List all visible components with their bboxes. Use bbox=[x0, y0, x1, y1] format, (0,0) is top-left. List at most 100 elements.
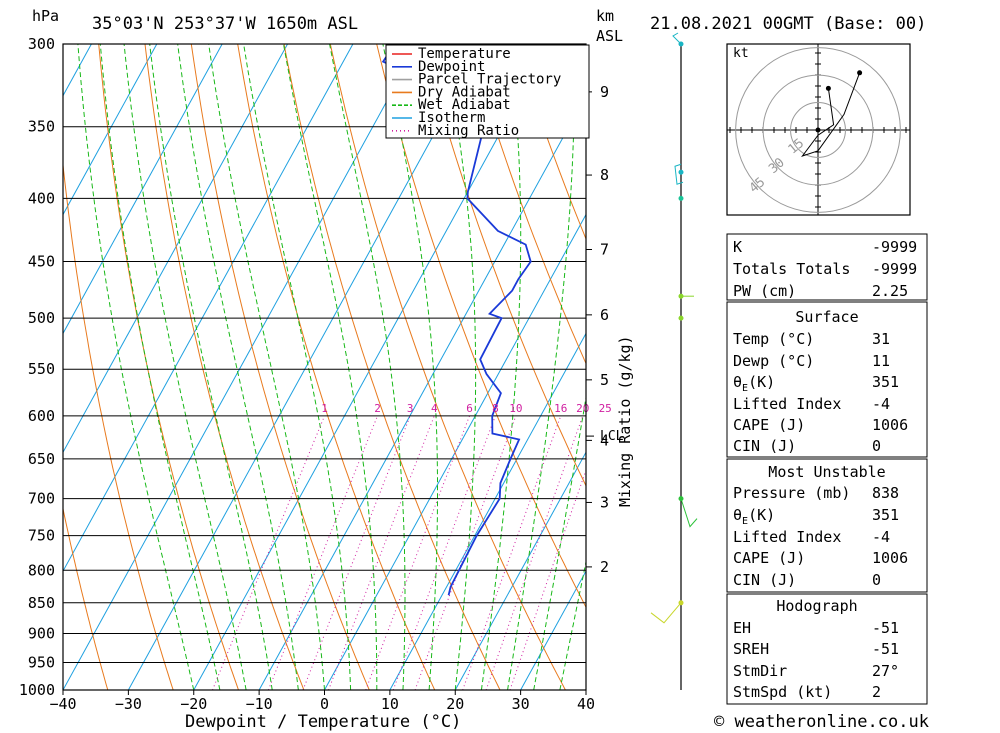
surface-title: Surface bbox=[795, 308, 858, 326]
pw-label: PW (cm) bbox=[733, 282, 796, 300]
isotherm-lines bbox=[0, 44, 586, 690]
dry-adiabat-line bbox=[283, 44, 501, 690]
legend-label: Parcel Trajectory bbox=[418, 72, 561, 88]
copyright: © weatheronline.co.uk bbox=[714, 712, 929, 732]
wet-adiabat-line bbox=[243, 44, 352, 690]
isotherm-line bbox=[63, 44, 223, 335]
pressure-tick-label: 600 bbox=[28, 407, 55, 425]
wind-barb bbox=[672, 32, 682, 45]
wind-dot bbox=[678, 496, 684, 502]
wet-adiabat-line bbox=[329, 44, 406, 690]
dry-adiabat-line bbox=[63, 160, 174, 690]
mu-theta-value: 351 bbox=[872, 506, 899, 524]
surface-temp-value: 31 bbox=[872, 330, 890, 348]
mixing-ratio-label: 10 bbox=[509, 402, 522, 415]
wet-adiabat-line bbox=[480, 44, 522, 690]
pressure-tick-label: 900 bbox=[28, 625, 55, 643]
surface-table: Surface Temp (°C) 31 Dewp (°C) 11 θE(K) … bbox=[726, 301, 928, 458]
height-tick-label: 4 bbox=[600, 431, 609, 449]
mu-cin-value: 0 bbox=[872, 571, 881, 589]
x-tick-label: 10 bbox=[381, 695, 399, 713]
surface-theta-label: θE(K) bbox=[733, 373, 775, 394]
wind-dot bbox=[678, 315, 684, 321]
height-tick-label: 6 bbox=[600, 306, 609, 324]
pw-value: 2.25 bbox=[872, 282, 908, 300]
isotherm-line bbox=[258, 94, 586, 690]
legend-label: Wet Adiabat bbox=[418, 97, 511, 113]
pressure-tick-label: 850 bbox=[28, 594, 55, 612]
hodograph-unit: kt bbox=[733, 46, 749, 61]
indices-box bbox=[726, 233, 928, 301]
isotherm-line bbox=[324, 213, 586, 690]
isotherm-line bbox=[193, 44, 550, 690]
mixing-ratio-label: 4 bbox=[431, 402, 438, 415]
pressure-unit-label: hPa bbox=[32, 7, 59, 25]
isotherm-line bbox=[389, 332, 586, 690]
mu-pressure-label: Pressure (mb) bbox=[733, 484, 850, 502]
stmdir-label: StmDir bbox=[733, 662, 787, 680]
x-tick-label: −10 bbox=[246, 695, 273, 713]
wet-adiabat-line bbox=[507, 44, 575, 690]
hodograph-table: Hodograph EH -51 SREH -51 StmDir 27° Stm… bbox=[726, 593, 928, 705]
height-tick-label: 9 bbox=[600, 83, 609, 101]
pressure-tick-label: 750 bbox=[28, 527, 55, 545]
stmdir-value: 27° bbox=[872, 662, 899, 680]
legend-label: Isotherm bbox=[418, 110, 485, 126]
wind-barb bbox=[680, 498, 698, 528]
hodograph-table-title: Hodograph bbox=[776, 597, 857, 615]
legend-label: Mixing Ratio bbox=[418, 123, 519, 139]
x-tick-label: −40 bbox=[49, 695, 76, 713]
height-tick-label: 5 bbox=[600, 371, 609, 389]
surface-li-label: Lifted Index bbox=[733, 395, 841, 413]
isobar-lines bbox=[63, 44, 586, 690]
pressure-tick-label: 800 bbox=[28, 561, 55, 579]
wind-barb bbox=[650, 602, 682, 624]
temperature-axis: −40 −30 −20 −10 0 10 20 30 40 bbox=[49, 690, 595, 713]
mixing-ratio-labels: 1 2 3 4 6 8 10 16 20 25 bbox=[321, 402, 612, 415]
dry-adiabat-line bbox=[515, 44, 586, 241]
surface-box bbox=[726, 301, 928, 458]
sreh-value: -51 bbox=[872, 640, 899, 658]
wet-adiabat-line bbox=[559, 559, 586, 690]
x-tick-label: −30 bbox=[115, 695, 142, 713]
isotherm-line bbox=[63, 44, 158, 216]
mixing-ratio-label: 2 bbox=[374, 402, 381, 415]
stmspd-label: StmSpd (kt) bbox=[733, 683, 832, 701]
surface-cin-label: CIN (J) bbox=[733, 437, 796, 455]
mixing-ratio-line bbox=[365, 415, 470, 690]
wind-dot bbox=[678, 169, 684, 175]
pressure-tick-label: 300 bbox=[28, 35, 55, 53]
mu-cape-label: CAPE (J) bbox=[733, 549, 805, 567]
most-unstable-title: Most Unstable bbox=[768, 463, 885, 481]
wind-profile bbox=[650, 32, 698, 690]
surface-cape-label: CAPE (J) bbox=[733, 416, 805, 434]
isotherm-line bbox=[0, 44, 26, 690]
mixing-ratio-label: 6 bbox=[466, 402, 473, 415]
hodograph-ring bbox=[762, 74, 874, 186]
x-tick-label: 30 bbox=[512, 695, 530, 713]
mu-li-value: -4 bbox=[872, 528, 890, 546]
dry-adiabat-line bbox=[468, 44, 586, 365]
hodograph-ring bbox=[790, 102, 846, 158]
mixing-ratio-axis-label: Mixing Ratio (g/kg) bbox=[616, 335, 634, 507]
surface-cape-value: 1006 bbox=[872, 416, 908, 434]
indices-table: K -9999 Totals Totals -9999 PW (cm) 2.25 bbox=[726, 233, 928, 301]
mixing-ratio-label: 20 bbox=[576, 402, 589, 415]
eh-value: -51 bbox=[872, 619, 899, 637]
location-title: 35°03'N 253°37'W 1650m ASL bbox=[92, 14, 358, 34]
dewpoint-line bbox=[381, 44, 532, 596]
most-unstable-box bbox=[726, 458, 928, 593]
tt-value: -9999 bbox=[872, 260, 917, 278]
x-tick-label: 40 bbox=[577, 695, 595, 713]
pressure-tick-label: 550 bbox=[28, 360, 55, 378]
mixing-ratio-line bbox=[509, 468, 586, 690]
surface-dewp-label: Dewp (°C) bbox=[733, 352, 814, 370]
wet-adiabat-line bbox=[443, 44, 477, 690]
hodograph-point bbox=[815, 127, 821, 133]
hodograph-trace bbox=[801, 72, 861, 157]
mixing-ratio-line bbox=[328, 415, 435, 690]
hodograph-table-box bbox=[726, 593, 928, 705]
hodograph-ring bbox=[735, 47, 901, 213]
surface-cin-value: 0 bbox=[872, 437, 881, 455]
